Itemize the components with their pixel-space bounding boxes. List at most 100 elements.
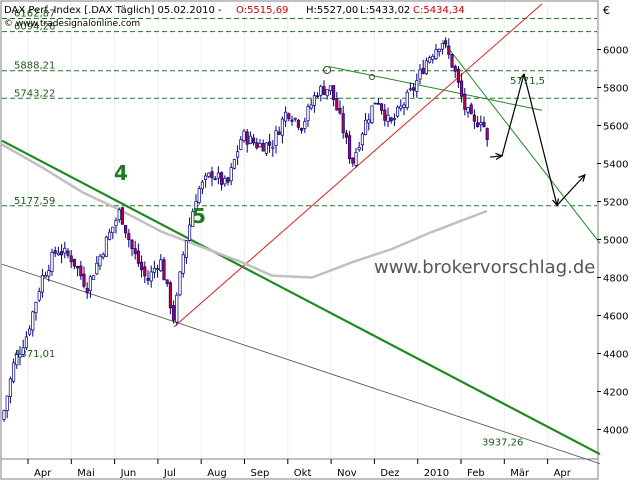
candle-body bbox=[252, 137, 256, 144]
y-tick-label: 4200 bbox=[603, 388, 628, 399]
candle-body bbox=[5, 395, 9, 411]
source-credit: © www.tradesignalonline.com bbox=[4, 19, 140, 29]
candle-body bbox=[181, 254, 185, 274]
candle-body bbox=[37, 291, 41, 301]
candle-body bbox=[40, 275, 44, 293]
candle-body bbox=[114, 220, 118, 227]
candle-body bbox=[245, 131, 249, 145]
candle-body bbox=[220, 172, 224, 185]
watermark: www.brokervorschlag.de bbox=[374, 257, 595, 278]
candle-body bbox=[309, 104, 313, 109]
candle-body bbox=[284, 111, 288, 122]
candle-body bbox=[143, 266, 147, 277]
trendline-lower-thin bbox=[1, 263, 601, 465]
candle-body bbox=[354, 152, 358, 166]
candle-body bbox=[376, 102, 380, 105]
y-tick-label: 5400 bbox=[603, 160, 628, 171]
trendline-long-green bbox=[1, 139, 601, 456]
moving-average-line bbox=[1, 143, 488, 279]
candle-body bbox=[175, 294, 179, 323]
projection-path bbox=[489, 72, 586, 207]
candle-body bbox=[268, 141, 272, 146]
candle-body bbox=[479, 122, 483, 125]
candle-body bbox=[296, 119, 300, 128]
candle-body bbox=[184, 240, 188, 258]
candle-body bbox=[15, 354, 19, 366]
candle-body bbox=[229, 167, 233, 182]
candle-body bbox=[389, 117, 393, 122]
candle-body bbox=[120, 207, 124, 225]
candle-body bbox=[396, 106, 400, 117]
x-tick-label: Nov bbox=[337, 468, 357, 479]
candle-body bbox=[188, 224, 192, 241]
y-tick-label: 5600 bbox=[603, 122, 628, 133]
candle-body bbox=[127, 233, 131, 241]
candle-body bbox=[303, 121, 307, 129]
candle-body bbox=[82, 273, 86, 287]
candle-body bbox=[162, 259, 166, 281]
candle-body bbox=[357, 146, 361, 151]
candle-body bbox=[178, 271, 182, 296]
candle-body bbox=[456, 68, 460, 83]
candle-body bbox=[418, 69, 422, 80]
candle-body bbox=[412, 87, 416, 91]
candle-body bbox=[258, 143, 262, 148]
candle-body bbox=[348, 135, 352, 160]
candle-body bbox=[50, 252, 54, 272]
candle-body bbox=[232, 159, 236, 169]
candle-body bbox=[172, 305, 176, 321]
projection-arrowhead bbox=[578, 173, 586, 182]
candle-body bbox=[60, 251, 64, 256]
candle-body bbox=[223, 177, 227, 185]
chart-title: DAX Perf. Index [.DAX Täglich] 05.02.201… bbox=[4, 5, 222, 16]
candle-body bbox=[437, 48, 441, 53]
y-tick-label: 4600 bbox=[603, 312, 628, 323]
y-tick-label: 4400 bbox=[603, 350, 628, 361]
candle-body bbox=[328, 85, 332, 92]
candle-body bbox=[399, 105, 403, 109]
candle-body bbox=[133, 248, 137, 255]
trendline-fan-lower bbox=[328, 66, 543, 111]
wave-4-label: 4 bbox=[114, 161, 128, 185]
y-tick-label: 5000 bbox=[603, 236, 628, 247]
level-label: 4371,01 bbox=[14, 349, 55, 360]
level-label: 3937,26 bbox=[482, 437, 523, 448]
candle-body bbox=[255, 142, 259, 149]
wave-5-label: 5 bbox=[192, 204, 206, 228]
y-tick-label: 5800 bbox=[603, 84, 628, 95]
level-label: 5177,59 bbox=[14, 196, 55, 207]
candle-body bbox=[197, 188, 201, 203]
candle-body bbox=[360, 133, 364, 146]
candle-body bbox=[370, 105, 374, 124]
candle-body bbox=[364, 119, 368, 135]
x-tick-label: Dez bbox=[380, 468, 399, 479]
candle-body bbox=[450, 54, 454, 68]
candlestick-series bbox=[2, 37, 489, 422]
x-axis: Apr Mai Jun Jul Aug Sep Okt Nov Dez 2010 Feb Mär Apr bbox=[27, 459, 572, 479]
target-label: 5771,5 bbox=[510, 76, 545, 87]
candle-body bbox=[159, 259, 163, 271]
candle-body bbox=[367, 119, 371, 124]
candle-body bbox=[453, 65, 457, 72]
candle-body bbox=[53, 250, 57, 254]
level-label: 6094,26 bbox=[14, 22, 55, 33]
candle-body bbox=[85, 287, 89, 294]
candle-body bbox=[146, 278, 150, 281]
level-label: 6162,87 bbox=[14, 9, 55, 20]
candle-body bbox=[440, 42, 444, 50]
candle-body bbox=[76, 266, 80, 269]
candle-body bbox=[8, 378, 12, 397]
candle-body bbox=[386, 114, 390, 122]
candle-body bbox=[136, 250, 140, 264]
projection-segment bbox=[489, 155, 503, 158]
candle-body bbox=[485, 128, 489, 140]
candle-body bbox=[2, 410, 6, 421]
candle-body bbox=[405, 91, 409, 109]
candle-body bbox=[476, 122, 480, 127]
candle-body bbox=[271, 146, 275, 149]
candle-body bbox=[280, 118, 284, 136]
candle-body bbox=[47, 270, 51, 277]
trendline-red-support bbox=[173, 3, 543, 328]
y-tick-label: 4000 bbox=[603, 426, 628, 437]
candle-body bbox=[316, 95, 320, 98]
